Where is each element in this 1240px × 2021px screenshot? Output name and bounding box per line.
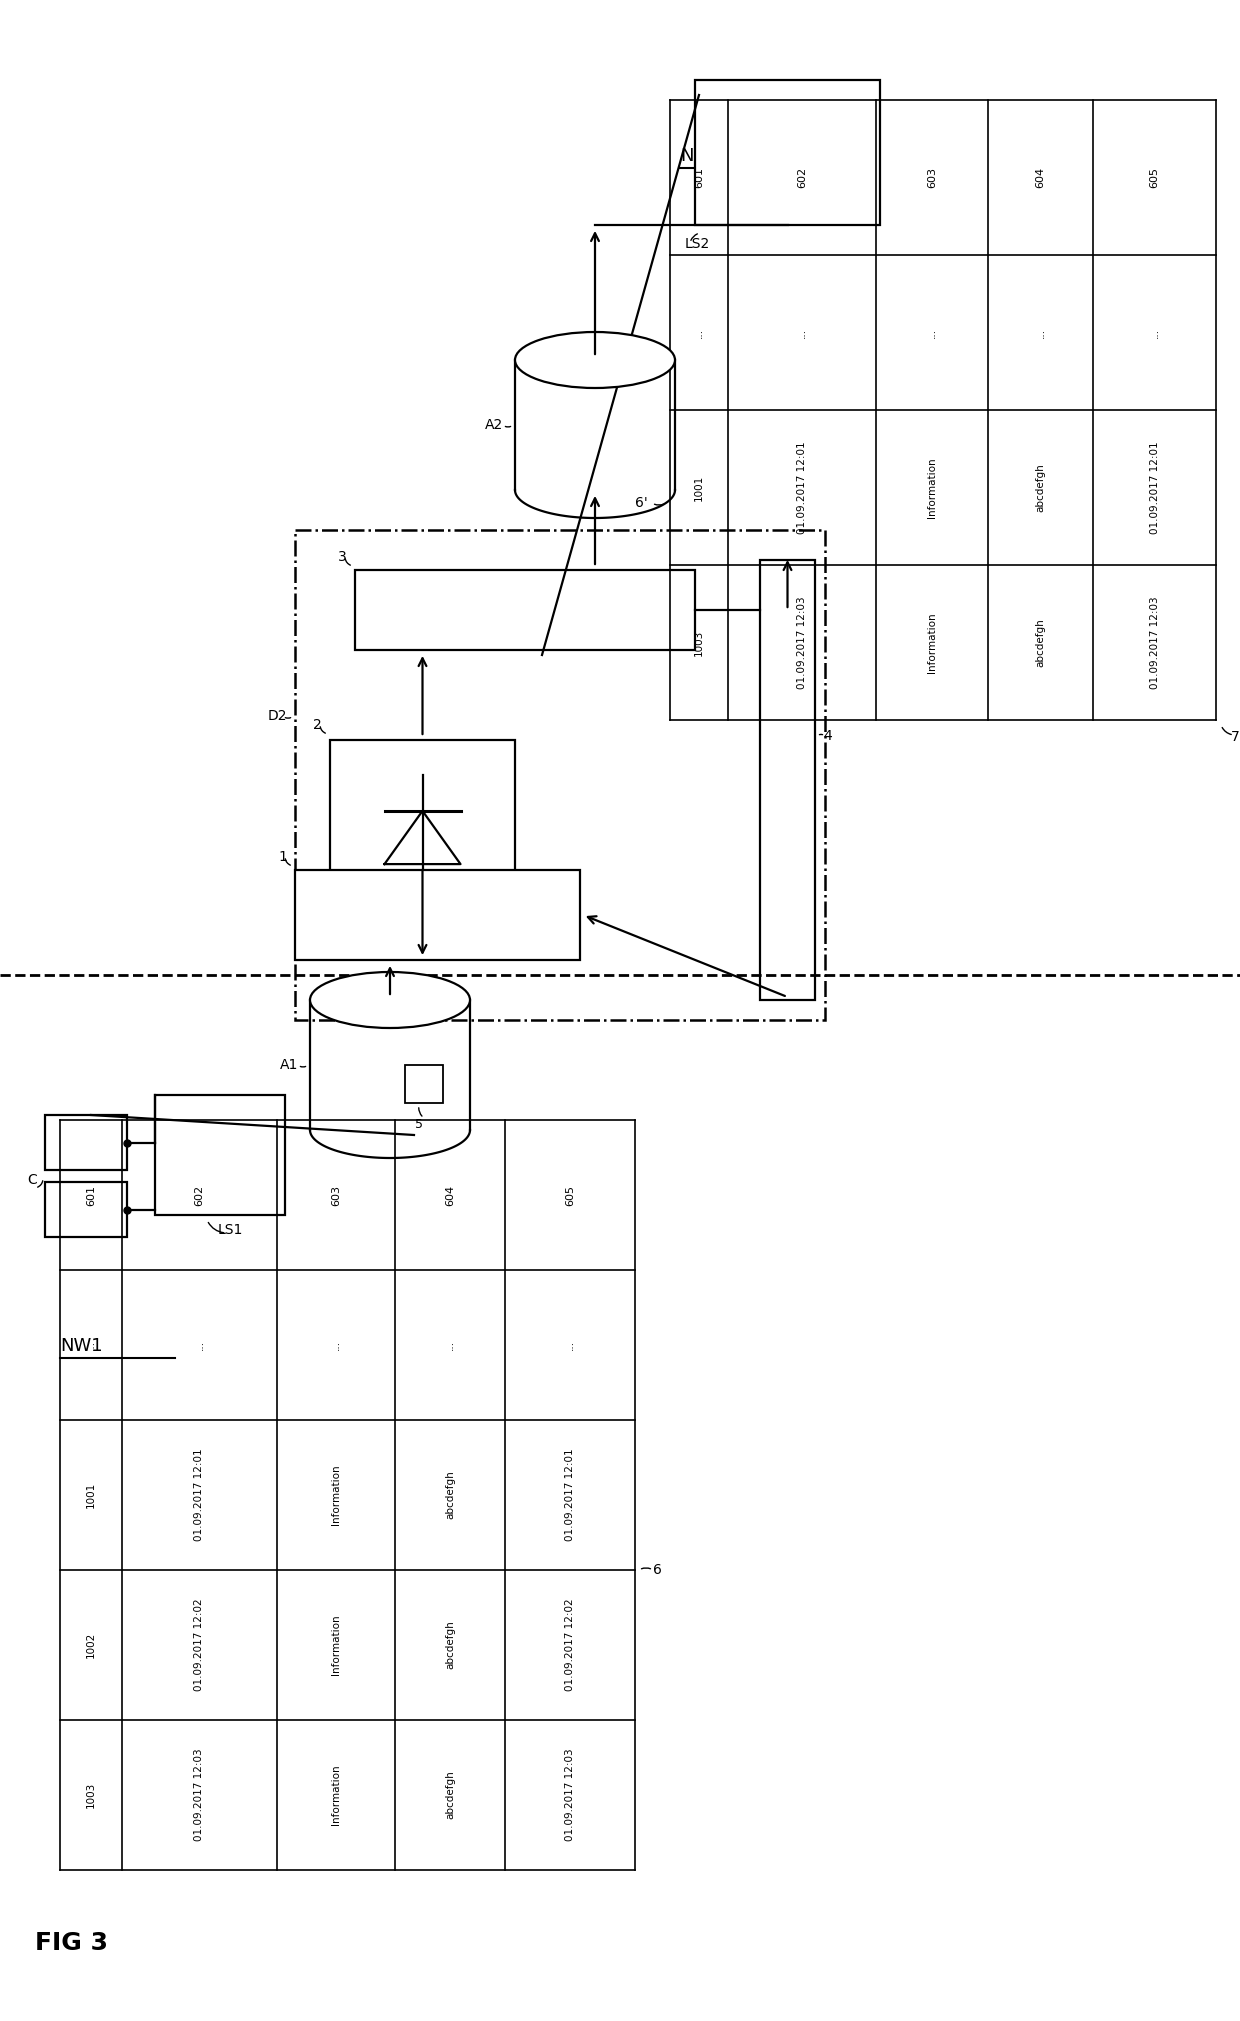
Text: ...: ... xyxy=(928,327,937,338)
Text: ...: ... xyxy=(1149,327,1159,338)
Text: 603: 603 xyxy=(928,168,937,188)
Text: 605: 605 xyxy=(1149,168,1159,188)
Text: Information: Information xyxy=(928,457,937,517)
Bar xyxy=(760,560,815,1000)
Text: ...: ... xyxy=(797,327,807,338)
Text: 603: 603 xyxy=(331,1184,341,1205)
Text: 604: 604 xyxy=(1035,168,1045,188)
Text: NW1: NW1 xyxy=(60,1338,103,1354)
Text: ...: ... xyxy=(86,1340,95,1350)
Text: 01.09.2017 12:03: 01.09.2017 12:03 xyxy=(1149,596,1159,689)
Text: 601: 601 xyxy=(86,1184,95,1205)
Text: LS1: LS1 xyxy=(217,1223,243,1237)
Bar xyxy=(405,1065,443,1103)
Text: ...: ... xyxy=(694,327,704,338)
Text: Information: Information xyxy=(928,612,937,673)
Text: C: C xyxy=(27,1172,37,1186)
Bar xyxy=(60,1120,635,1869)
Text: 1003: 1003 xyxy=(86,1783,95,1809)
Text: 6: 6 xyxy=(653,1562,662,1576)
Bar xyxy=(694,81,880,224)
Text: 01.09.2017 12:01: 01.09.2017 12:01 xyxy=(565,1449,575,1542)
Text: 01.09.2017 12:01: 01.09.2017 12:01 xyxy=(195,1449,205,1542)
Text: ...: ... xyxy=(1035,327,1045,338)
Text: 7: 7 xyxy=(1231,730,1240,744)
Text: 01.09.2017 12:01: 01.09.2017 12:01 xyxy=(1149,441,1159,534)
Text: 01.09.2017 12:01: 01.09.2017 12:01 xyxy=(797,441,807,534)
Bar xyxy=(670,99,1216,719)
Text: 2: 2 xyxy=(314,717,322,732)
Ellipse shape xyxy=(310,972,470,1029)
Text: 1: 1 xyxy=(278,851,286,865)
Text: 1001: 1001 xyxy=(86,1481,95,1508)
Text: 1001: 1001 xyxy=(694,475,704,501)
Text: abcdefgh: abcdefgh xyxy=(1035,618,1045,667)
Text: 601: 601 xyxy=(694,168,704,188)
Text: A2: A2 xyxy=(485,418,503,432)
Text: abcdefgh: abcdefgh xyxy=(445,1471,455,1520)
Bar xyxy=(45,1116,126,1170)
Text: 605: 605 xyxy=(565,1184,575,1205)
Bar xyxy=(295,530,825,1021)
Text: 01.09.2017 12:02: 01.09.2017 12:02 xyxy=(195,1599,205,1692)
Text: D2: D2 xyxy=(268,709,286,724)
Text: LS2: LS2 xyxy=(684,236,711,251)
Text: abcdefgh: abcdefgh xyxy=(445,1621,455,1669)
Text: Information: Information xyxy=(331,1615,341,1675)
Text: 3: 3 xyxy=(339,550,347,564)
Text: abcdefgh: abcdefgh xyxy=(1035,463,1045,511)
Text: 1003: 1003 xyxy=(694,629,704,655)
Bar xyxy=(330,740,515,956)
Text: FIG 3: FIG 3 xyxy=(35,1930,108,1954)
Text: 1002: 1002 xyxy=(86,1631,95,1657)
Text: 602: 602 xyxy=(797,168,807,188)
Bar xyxy=(310,1000,470,1130)
Text: abcdefgh: abcdefgh xyxy=(445,1770,455,1819)
Text: 01.09.2017 12:02: 01.09.2017 12:02 xyxy=(565,1599,575,1692)
Text: Information: Information xyxy=(331,1764,341,1825)
Text: ...: ... xyxy=(565,1340,575,1350)
Text: 604: 604 xyxy=(445,1184,455,1207)
Text: NW2: NW2 xyxy=(680,148,723,166)
Text: 602: 602 xyxy=(195,1184,205,1207)
Bar xyxy=(155,1095,285,1215)
Text: ...: ... xyxy=(195,1340,205,1350)
Text: 5: 5 xyxy=(415,1118,423,1132)
Text: 4: 4 xyxy=(823,730,832,744)
Text: 6': 6' xyxy=(635,495,649,509)
Bar xyxy=(515,360,675,489)
Bar xyxy=(355,570,694,651)
Bar xyxy=(295,869,580,960)
Text: ...: ... xyxy=(331,1340,341,1350)
Text: 01.09.2017 12:03: 01.09.2017 12:03 xyxy=(195,1748,205,1841)
Text: 01.09.2017 12:03: 01.09.2017 12:03 xyxy=(565,1748,575,1841)
Text: 01.09.2017 12:03: 01.09.2017 12:03 xyxy=(797,596,807,689)
Bar xyxy=(45,1182,126,1237)
Text: Information: Information xyxy=(331,1465,341,1526)
Text: A1: A1 xyxy=(280,1059,298,1071)
Text: ...: ... xyxy=(445,1340,455,1350)
Ellipse shape xyxy=(515,331,675,388)
